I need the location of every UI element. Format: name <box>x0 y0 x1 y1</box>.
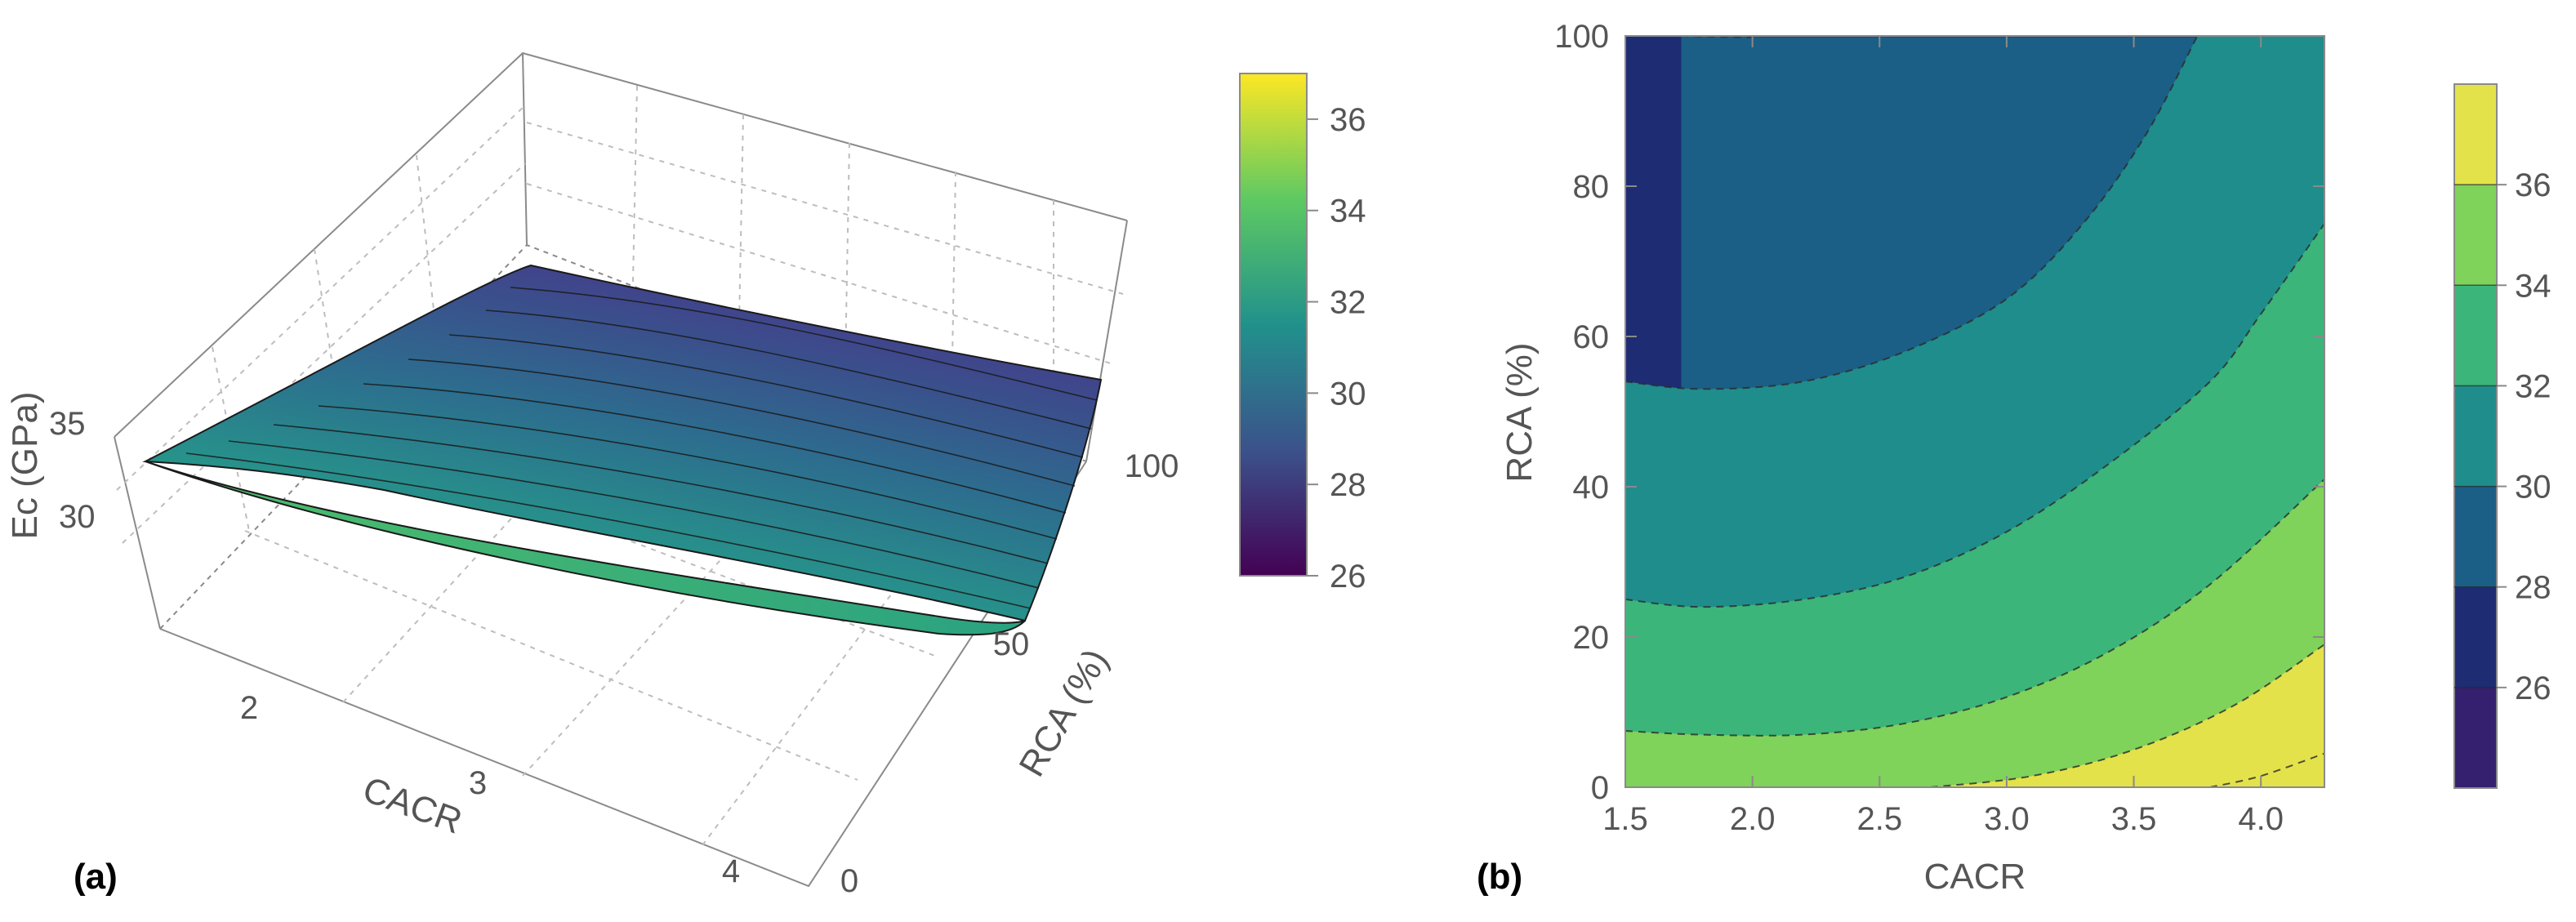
colorbar-b-bands <box>2454 84 2497 789</box>
colorbar-a-tick-label: 28 <box>1330 467 1366 503</box>
colorbar-b-band <box>2454 586 2497 688</box>
contour-x-tick-label: 4.0 <box>2238 801 2284 837</box>
colorbar-a-tick-label: 34 <box>1330 194 1366 229</box>
contour-x-tick-label: 1.5 <box>1602 801 1648 837</box>
contour-line <box>1625 223 2324 608</box>
colorbar-b-tick-label: 30 <box>2515 470 2551 506</box>
contour-y-tick-label: 80 <box>1573 169 1610 205</box>
colorbar-b-tick-label: 28 <box>2515 570 2551 606</box>
z-axis: 35 30 Ec (GPa) <box>5 392 96 540</box>
colorbar-b-band <box>2454 185 2497 286</box>
contour-y-tick-label: 60 <box>1573 319 1610 355</box>
colorbar-b-tick-label: 36 <box>2515 167 2551 203</box>
x-axis: 2 3 4 CACR <box>240 690 740 889</box>
colorbar-a-tick-label: 32 <box>1330 285 1366 321</box>
colorbar-b-band <box>2454 84 2497 185</box>
y-axis-label: RCA (%) <box>1011 642 1116 783</box>
colorbar-a-tick-label: 26 <box>1330 559 1366 595</box>
colorbar-b: 36 34 32 30 28 26 <box>2453 83 2551 789</box>
contour-line <box>2209 752 2324 787</box>
colorbar-b-band <box>2454 385 2497 488</box>
colorbar-b-tick-label: 26 <box>2515 670 2551 706</box>
x-tick-label: 2 <box>240 690 258 726</box>
y-tick-label: 50 <box>993 626 1030 662</box>
response-surface <box>142 264 1103 636</box>
panel-b-contour-plot: 1.5 2.0 2.5 3.0 3.5 4.0 0 20 40 60 80 100 CACR RCA… <box>1477 19 2325 897</box>
contour-plot-frame <box>1624 35 2325 788</box>
panel-a-label: (a) <box>74 857 118 897</box>
colorbar-b-frame <box>2453 83 2498 789</box>
z-tick-label: 30 <box>59 499 96 535</box>
x-tick-label: 3 <box>469 765 487 801</box>
contour-y-tick-label: 20 <box>1573 620 1610 656</box>
colorbar-a-ticks: 26 28 30 32 34 36 <box>1307 102 1366 595</box>
contour-y-tick-label: 0 <box>1591 770 1609 806</box>
colorbar-b-ticks: 36 34 32 30 28 26 <box>2454 167 2551 706</box>
colorbar-b-band <box>2454 687 2497 789</box>
colorbar-b-tick-label: 32 <box>2515 368 2551 404</box>
colorbar-b-band <box>2454 486 2497 588</box>
contour-y-ticks: 0 20 40 60 80 100 <box>1554 19 2324 806</box>
contour-x-ticks: 1.5 2.0 2.5 3.0 3.5 4.0 <box>1602 36 2284 837</box>
x-axis-label: CACR <box>358 769 467 842</box>
contour-line <box>1625 479 2324 737</box>
z-axis-label: Ec (GPa) <box>5 392 45 540</box>
colorbar-a-tick-label: 36 <box>1330 102 1366 138</box>
surface-front-edge <box>145 461 1026 636</box>
y-tick-label: 0 <box>840 863 858 899</box>
colorbar-b-band <box>2454 285 2497 386</box>
contour-line <box>1930 644 2324 787</box>
contour-x-axis-label: CACR <box>1924 857 2026 897</box>
colorbar-a-gradient <box>1239 73 1308 577</box>
contour-y-tick-label: 40 <box>1573 470 1610 506</box>
contour-band <box>2209 753 2324 787</box>
colorbar-a: 26 28 30 32 34 36 <box>1239 73 1366 595</box>
panel-a-surface-plot: 35 30 Ec (GPa) 2 3 4 CACR 0 50 100 RCA (… <box>5 51 1179 899</box>
panel-b-label: (b) <box>1477 857 1522 897</box>
contour-x-tick-label: 3.0 <box>1984 801 2030 837</box>
x-tick-label: 4 <box>722 853 740 889</box>
colorbar-b-tick-label: 34 <box>2515 268 2551 304</box>
contour-y-tick-label: 100 <box>1554 19 1609 55</box>
surface-contour-lines <box>185 287 1098 609</box>
contour-x-tick-label: 2.5 <box>1856 801 1902 837</box>
y-tick-label: 100 <box>1125 448 1179 484</box>
colorbar-a-tick-label: 30 <box>1330 376 1366 412</box>
contour-fills <box>1625 36 2324 787</box>
contour-x-tick-label: 2.0 <box>1730 801 1776 837</box>
z-tick-label: 35 <box>49 406 86 442</box>
contour-line <box>1625 36 2199 390</box>
contour-y-axis-label: RCA (%) <box>1500 342 1540 482</box>
contour-x-tick-label: 3.5 <box>2111 801 2157 837</box>
contour-band <box>1930 644 2324 787</box>
contour-band <box>1625 479 2324 787</box>
